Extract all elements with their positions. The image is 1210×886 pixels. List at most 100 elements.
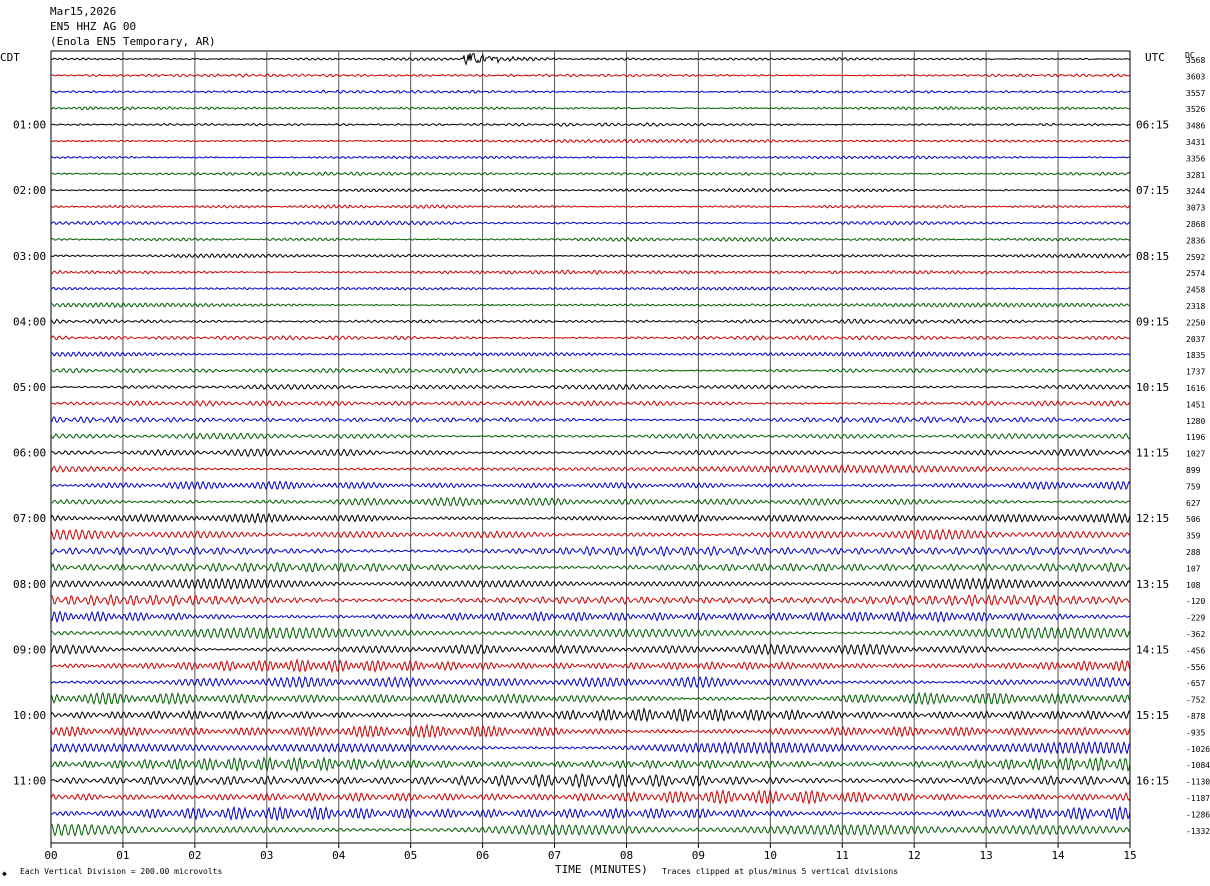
trace-line [50, 593, 1131, 608]
trace-line [50, 772, 1131, 789]
left-time-label: 11:00 [13, 775, 46, 788]
dc-offset-label: 506 [1186, 515, 1201, 524]
dc-offset-label: 2836 [1186, 236, 1205, 245]
trace-line [50, 334, 1131, 341]
dc-offset-label: -1130 [1186, 778, 1210, 787]
dc-offset-label: 1027 [1186, 450, 1205, 459]
trace-line [50, 805, 1131, 822]
trace-line [50, 643, 1131, 656]
left-time-label: 03:00 [13, 250, 46, 263]
trace-line [50, 415, 1131, 424]
left-time-label: 04:00 [13, 315, 46, 328]
footer-marker-glyph: ◆ [2, 869, 7, 878]
trace-line [50, 122, 1131, 127]
x-tick-label: 10 [764, 849, 777, 862]
dc-offset-header: DC [1185, 51, 1195, 60]
x-tick-label: 08 [620, 849, 633, 862]
x-tick-label: 14 [1051, 849, 1065, 862]
trace-line [50, 286, 1131, 291]
x-tick-label: 05 [404, 849, 417, 862]
dc-offset-label: 3486 [1186, 122, 1205, 131]
trace-line [50, 155, 1131, 160]
plot-date: Mar15,2026 [50, 5, 117, 18]
dc-offset-label: 1835 [1186, 351, 1205, 360]
trace-line [50, 561, 1131, 573]
dc-offset-label: 3073 [1186, 204, 1205, 213]
dc-offset-label: 3431 [1186, 138, 1205, 147]
right-time-label: 06:15 [1136, 119, 1169, 132]
x-tick-label: 03 [260, 849, 273, 862]
trace-line [50, 577, 1131, 591]
trace-line [51, 399, 1131, 408]
trace-line [50, 610, 1131, 624]
trace-line [50, 301, 1131, 309]
dc-offset-label: -362 [1186, 630, 1205, 639]
left-time-label: 10:00 [13, 709, 46, 722]
dc-offset-label: 2250 [1186, 318, 1205, 327]
left-time-label: 07:00 [13, 512, 46, 525]
dc-offset-label: -878 [1186, 712, 1205, 721]
plot-frame [50, 50, 1131, 844]
trace-line [50, 528, 1131, 541]
trace-line [50, 658, 1131, 674]
channel-code: EN5 HHZ AG 00 [50, 20, 137, 33]
right-time-label: 09:15 [1136, 315, 1169, 328]
x-tick-label: 12 [908, 849, 921, 862]
right-time-label: 08:15 [1136, 250, 1169, 263]
trace-line [50, 723, 1131, 740]
x-tick-label: 00 [44, 849, 57, 862]
dc-offset-label: -657 [1186, 679, 1205, 688]
dc-offset-label: 3526 [1186, 105, 1205, 114]
dc-offset-label: 1616 [1186, 384, 1205, 393]
vertical-scale-note: Each Vertical Division = 200.00 microvol… [20, 867, 223, 876]
dc-offset-label: 2868 [1186, 220, 1205, 229]
x-tick-label: 07 [548, 849, 561, 862]
trace-line [50, 187, 1131, 193]
dc-offset-label: 3603 [1186, 72, 1205, 81]
trace-line [50, 545, 1131, 558]
trace-line [50, 675, 1131, 689]
trace-line [50, 89, 1131, 94]
x-tick-label: 04 [332, 849, 346, 862]
trace-line [50, 252, 1131, 259]
left-time-label: 05:00 [13, 381, 46, 394]
trace-line [50, 220, 1131, 226]
x-tick-label: 13 [980, 849, 993, 862]
dc-offset-label: 3281 [1186, 171, 1205, 180]
left-time-label: 09:00 [13, 643, 46, 656]
x-axis-title: TIME (MINUTES) [555, 863, 648, 876]
x-tick-label: 15 [1123, 849, 1136, 862]
trace-line [50, 448, 1131, 458]
dc-offset-label: 107 [1186, 564, 1201, 573]
dc-offset-label: 359 [1186, 532, 1201, 541]
trace-line [50, 496, 1131, 508]
dc-offset-label: -120 [1186, 597, 1205, 606]
dc-offset-label: 3568 [1186, 56, 1205, 65]
x-tick-label: 01 [116, 849, 129, 862]
trace-line [50, 73, 1131, 78]
trace-line [50, 626, 1131, 640]
x-tick-label: 02 [188, 849, 201, 862]
dc-offset-label: 2574 [1186, 269, 1205, 278]
trace-line [50, 236, 1131, 243]
trace-line [50, 269, 1131, 276]
right-time-label: 15:15 [1136, 709, 1169, 722]
trace-line [50, 367, 1131, 375]
trace-line [50, 432, 1131, 440]
dc-offset-label: -456 [1186, 646, 1205, 655]
trace-line [50, 52, 1131, 66]
left-time-label: 02:00 [13, 184, 46, 197]
dc-offset-label: -1332 [1186, 827, 1210, 836]
dc-offset-label: 1451 [1186, 400, 1205, 409]
dc-offset-label: 627 [1186, 499, 1201, 508]
left-timezone-label: CDT [0, 51, 20, 64]
dc-offset-label: 3356 [1186, 154, 1205, 163]
trace-line [50, 106, 1131, 111]
dc-offset-label: -1026 [1186, 745, 1210, 754]
clip-note: Traces clipped at plus/minus 5 vertical … [662, 867, 899, 876]
trace-line [50, 318, 1131, 325]
dc-offset-label: 2458 [1186, 286, 1205, 295]
trace-line [50, 171, 1131, 177]
trace-line [50, 706, 1131, 723]
